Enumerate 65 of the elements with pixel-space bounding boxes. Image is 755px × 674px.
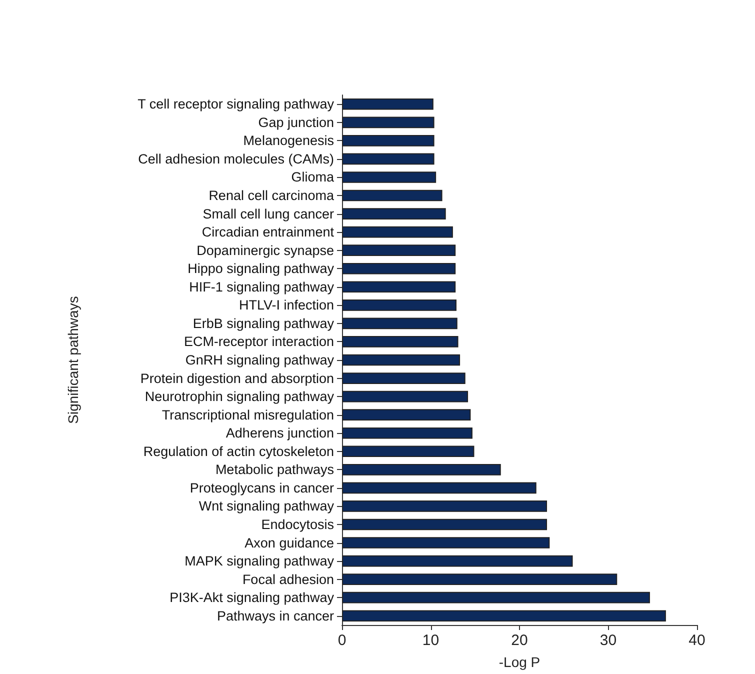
y-tick-label: Axon guidance [244, 535, 334, 550]
y-tick-label: ECM-receptor interaction [184, 334, 334, 350]
y-tick-label: Focal adhesion [242, 572, 334, 587]
y-tick-label: Transcriptional misregulation [162, 407, 334, 422]
y-tick-label: Neurotrophin signaling pathway [144, 389, 334, 404]
y-tick-label: Wnt signaling pathway [198, 498, 334, 514]
bar [342, 172, 436, 183]
bar [342, 153, 434, 165]
bar [342, 318, 458, 330]
y-tick-label: HTLV-I infection [238, 298, 334, 313]
x-tick-label: 40 [688, 632, 706, 649]
bar [342, 390, 468, 402]
y-tick-label: ErbB signaling pathway [192, 316, 334, 331]
x-axis-title: -Log P [498, 654, 540, 670]
y-tick-label: HIF-1 signaling pathway [189, 279, 334, 294]
bar [342, 354, 460, 366]
y-axis-title: Significant pathways [65, 296, 81, 424]
y-tick-label: Hippo signaling pathway [188, 261, 334, 276]
bar [342, 372, 466, 384]
bar [342, 482, 536, 494]
y-tick-label: Proteoglycans in cancer [190, 480, 335, 496]
y-tick-label: Endocytosis [261, 516, 334, 532]
bar [342, 300, 456, 311]
y-tick-label: Metabolic pathways [215, 462, 334, 478]
x-tick-label: 0 [338, 632, 346, 649]
y-tick-label: Renal cell carcinoma [208, 188, 334, 204]
y-tick-label: GnRH signaling pathway [185, 352, 334, 368]
bar [342, 190, 442, 202]
bar [342, 281, 456, 293]
bar [342, 244, 456, 256]
bar [342, 409, 471, 420]
y-tick-label: Small cell lung cancer [202, 206, 334, 222]
bar [342, 226, 453, 238]
bar [342, 135, 434, 146]
x-tick-label: 20 [511, 632, 528, 649]
y-tick-label: Adherens junction [226, 426, 334, 441]
bar [342, 262, 456, 274]
x-tick-label: 10 [422, 632, 440, 649]
y-tick-label: MAPK signaling pathway [184, 554, 334, 569]
y-tick-label: T cell receptor signaling pathway [138, 96, 334, 112]
y-tick-label: Regulation of actin cytoskeleton [143, 444, 334, 459]
bar [342, 98, 434, 110]
y-tick-label: Glioma [291, 170, 334, 185]
y-tick-label: Protein digestion and absorption [140, 370, 334, 386]
bar [342, 592, 650, 604]
bar [342, 336, 458, 348]
bar [342, 446, 474, 458]
bar [342, 500, 548, 512]
x-tick-label: 30 [600, 632, 617, 649]
y-tick-label: Cell adhesion molecules (CAMs) [138, 151, 334, 166]
y-tick-label: Gap junction [258, 114, 334, 130]
bar [342, 610, 666, 622]
y-tick-label: Dopaminergic synapse [196, 242, 334, 258]
y-tick-label: Circadian entrainment [202, 224, 334, 240]
bar [342, 574, 618, 585]
bar [342, 464, 501, 476]
bar [342, 518, 548, 530]
y-tick-label: Melanogenesis [243, 133, 334, 148]
bar [342, 555, 573, 567]
bar [342, 537, 550, 548]
bar [342, 116, 434, 128]
bar [342, 208, 446, 220]
y-tick-label: Pathways in cancer [216, 608, 334, 624]
y-tick-label: PI3K-Akt signaling pathway [170, 590, 334, 606]
bar [342, 427, 472, 439]
